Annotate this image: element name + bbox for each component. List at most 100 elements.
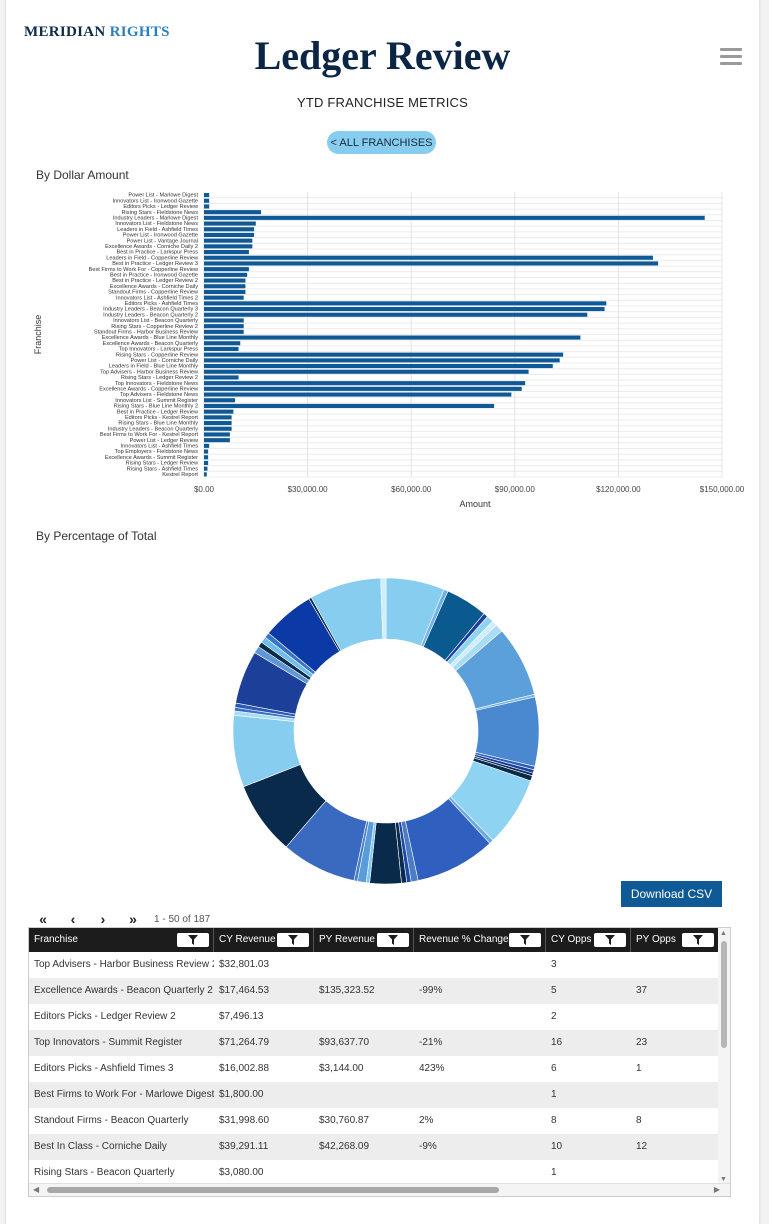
filter-icon[interactable] [682,933,714,947]
bar [204,289,246,294]
filter-icon[interactable] [277,933,309,947]
bar [204,267,249,272]
table-row[interactable]: Best In Class - Corniche Daily $39,291.11… [29,1134,719,1160]
table-cell: -9% [419,1141,437,1152]
table-cell: 8 [636,1115,642,1126]
bar-chart-title: By Dollar Amount [36,168,129,182]
bar [204,324,244,329]
table-cell: $135,323.52 [319,985,375,996]
column-header[interactable]: CY Opps [546,928,631,952]
y-tick-label: Excellence Awards - Blue Line Monthly [102,335,198,341]
table-cell: 1 [636,1063,642,1074]
table-row[interactable]: Editors Picks - Ashfield Times 3 $16,002.… [29,1056,719,1082]
bar [204,472,207,477]
bar [204,392,512,397]
bar [204,460,209,465]
bar [204,421,232,426]
column-header[interactable]: Revenue % Change [414,928,546,952]
bar [204,415,232,420]
scroll-down-icon[interactable]: ▼ [720,1176,727,1183]
bar-chart: $0.00 $30,000.00 $60,000.00 $90,000.00 $120,… [33,192,745,509]
bar [204,284,246,289]
table-cell: 3 [551,959,557,970]
horizontal-scrollbar[interactable]: ◀ ▶ [29,1183,730,1196]
y-tick-label: Best in Practice - Larkspur Press [117,250,199,256]
table-row[interactable]: Top Innovators - Summit Register $71,264.… [29,1030,719,1056]
bar [204,250,249,255]
table-row[interactable]: Best Firms to Work For - Marlowe Digest $… [29,1082,719,1108]
y-tick-label: Best in Practice - Ironwood Gazette [110,273,198,279]
vertical-scroll-thumb[interactable] [721,941,727,1048]
bar [204,210,261,215]
y-tick-label: Excellence Awards - Corniche Daily [110,284,198,290]
column-header[interactable]: PY Revenue [314,928,414,952]
y-tick-label: Best Firms to Work For - Copperline Revi… [89,267,199,273]
filter-icon[interactable] [509,933,541,947]
y-axis-label: Franchise [33,315,43,355]
bar [204,466,208,471]
download-csv-button[interactable]: Download CSV [621,881,722,907]
scroll-up-icon[interactable]: ▲ [720,930,727,937]
filter-icon[interactable] [377,933,409,947]
menu-icon[interactable] [720,48,742,66]
bar [204,398,236,403]
brand-part2: RIGHTS [109,24,170,40]
y-tick-label: Rising Stars - Blue Line Monthly 2 [114,404,198,410]
table-cell: $32,801.03 [219,959,270,970]
donut-slice[interactable] [380,577,387,640]
table-cell: $39,291.11 [219,1141,269,1152]
bar [204,346,239,351]
table-cell: $71,264.79 [219,1037,270,1048]
table-row[interactable]: Rising Stars - Beacon Quarterly $3,080.00… [29,1160,719,1186]
table-cell: 8 [551,1115,557,1126]
filter-icon[interactable] [177,933,209,947]
y-tick-label: Rising Stars - Copperline Review 2 [111,324,198,330]
page-info: 1 - 50 of 187 [154,913,211,925]
table-cell: $1,800.00 [219,1089,264,1100]
filter-icon[interactable] [594,933,626,947]
scroll-left-icon[interactable]: ◀ [33,1185,40,1194]
x-tick-label: $120,000.00 [596,485,641,494]
y-tick-label: Best Firms to Work For - Kestrel Report [100,432,199,438]
scroll-right-icon[interactable]: ▶ [713,1185,720,1194]
table-row[interactable]: Standout Firms - Beacon Quarterly $31,998… [29,1108,719,1134]
bar [204,329,244,334]
horizontal-scroll-thumb[interactable] [47,1187,499,1193]
table-cell: Top Innovators - Summit Register [34,1037,183,1048]
first-page-button[interactable]: « [39,911,47,927]
table-cell [314,952,414,978]
bar [204,198,210,203]
column-header[interactable]: PY Opps [631,928,719,952]
column-header[interactable]: Franchise [29,928,214,952]
next-page-button[interactable]: › [100,911,106,927]
column-header-label: CY Revenue [219,934,276,945]
table-row[interactable]: Editors Picks - Ledger Review 2 $7,496.13… [29,1004,719,1030]
y-tick-label: Innovators List - Ashfield Times 2 [116,295,198,301]
table-cell: 5 [551,985,557,996]
grid-header: Franchise CY Revenue PY Revenue Revenue % C… [29,928,719,952]
brand-logo[interactable]: MERIDIAN RIGHTS [24,24,170,41]
y-tick-label: Best in Practice - Ledger Review 2 [112,278,198,284]
x-tick-label: $0.00 [194,485,215,494]
column-header-label: Franchise [34,934,78,945]
column-header[interactable]: CY Revenue [214,928,314,952]
brand-part1: MERIDIAN [24,24,106,40]
bar [204,358,560,363]
y-tick-label: Standout Firms - Harbor Business Review [94,330,199,336]
table-row[interactable]: Top Advisers - Harbor Business Review 2 $… [29,952,719,978]
table-cell: 12 [636,1141,648,1152]
all-franchises-button[interactable]: < ALL FRANCHISES [327,131,436,154]
bar [204,352,564,357]
table-cell: Editors Picks - Ashfield Times 3 [34,1063,174,1074]
last-page-button[interactable]: » [129,911,137,927]
y-tick-label: Excellence Awards - Summit Register [105,455,198,461]
prev-page-button[interactable]: ‹ [70,911,76,927]
table-cell: $31,998.60 [219,1115,270,1126]
y-tick-label: Kestrel Report [162,472,198,478]
table-cell: 16 [551,1037,563,1048]
bar [204,238,253,243]
bar [204,301,607,306]
vertical-scrollbar[interactable]: ▲ ▼ [718,928,730,1185]
table-cell: $17,464.53 [219,985,270,996]
table-row[interactable]: Excellence Awards - Beacon Quarterly 2 $1… [29,978,719,1004]
